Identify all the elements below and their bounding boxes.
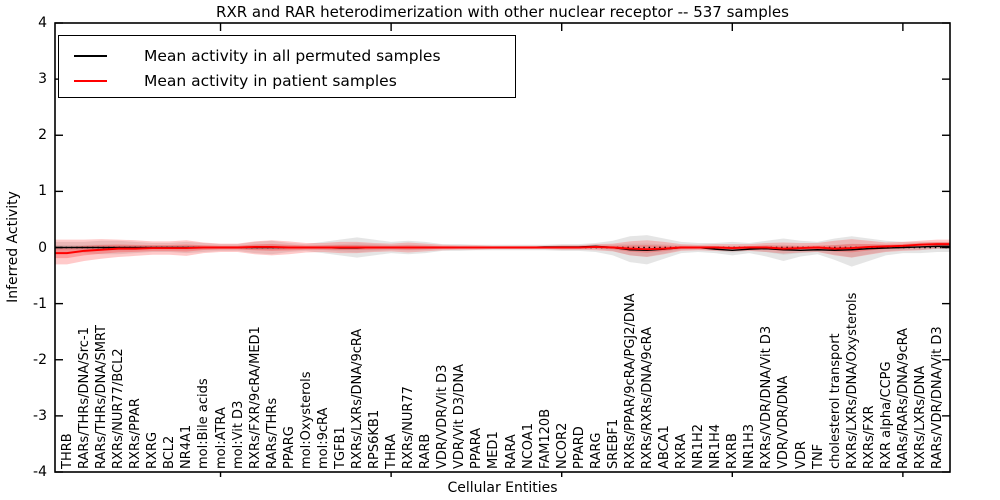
- x-category-label: RARs/VDR/DNA/Vit D3: [930, 326, 945, 469]
- x-category-label: RXRs/NUR77/BCL2: [111, 348, 127, 469]
- patient-mean-line: [55, 243, 950, 255]
- permuted-line-swatch-icon: [74, 54, 107, 57]
- y-tick-label: 4: [38, 15, 47, 31]
- legend-label: Mean activity in all permuted samples: [144, 46, 441, 65]
- legend-item-patient: Mean activity in patient samples: [59, 68, 515, 93]
- legend-item-permuted: Mean activity in all permuted samples: [59, 43, 515, 68]
- x-category-label: VDR/Vit D3/DNA: [452, 363, 468, 469]
- x-category-label: RXRB: [725, 433, 741, 469]
- x-category-label: NR1H2: [691, 423, 707, 469]
- patient-band-inner: [55, 242, 950, 259]
- x-category-label: mol:Bile acids: [196, 378, 212, 469]
- x-category-label: RXRs/NUR77: [401, 386, 417, 469]
- x-category-label: VDR: [793, 441, 809, 469]
- x-category-label: THRA: [384, 433, 400, 469]
- x-category-label: NR4A1: [179, 424, 195, 469]
- x-category-label: RARs/THRs/DNA/Src-1: [77, 327, 93, 469]
- x-category-label: RARB: [418, 433, 434, 469]
- x-category-label: FAM120B: [537, 408, 553, 469]
- legend-label: Mean activity in patient samples: [144, 71, 397, 90]
- x-category-label: RXRs/FXR: [861, 405, 877, 469]
- x-category-label: ABCA1: [657, 425, 673, 469]
- x-category-label: NCOR2: [554, 422, 570, 469]
- x-category-label: mol:Oxysterols: [298, 371, 314, 470]
- x-category-label: PPARD: [571, 426, 587, 469]
- x-category-label: RARG: [588, 432, 604, 469]
- x-category-label: RXRA: [674, 433, 690, 469]
- x-category-label: RXRs/LXRs/DNA/Oxysterols: [844, 292, 860, 469]
- x-category-label: NCOA1: [520, 423, 536, 469]
- x-category-label: RXRs/LXRs/DNA/9cRA: [350, 328, 365, 469]
- x-category-label: RXRs/PPAR/9cRA/PGJ2/DNA: [622, 293, 638, 470]
- patient-band-outer: [55, 239, 950, 265]
- y-tick-label: -1: [33, 295, 47, 312]
- x-category-label: TNF: [810, 443, 826, 469]
- x-category-label: THRB: [60, 433, 75, 469]
- x-category-label: cholesterol transport: [827, 333, 843, 469]
- x-category-label: BCL2: [162, 435, 178, 469]
- x-category-label: NR1H3: [742, 423, 758, 469]
- x-category-label: VDR/VDR/DNA: [776, 375, 792, 469]
- x-category-label: MED1: [486, 431, 502, 469]
- x-category-label: VDR/VDR/Vit D3: [435, 364, 451, 469]
- y-tick-label: 1: [38, 183, 47, 200]
- x-category-label: RXRs/VDR/DNA/Vit D3: [759, 325, 775, 469]
- x-category-label: RXRs/RXRs/DNA/9cRA: [640, 326, 655, 469]
- x-category-label: PPARA: [469, 427, 485, 469]
- x-category-label: RXRs/PPAR: [128, 398, 144, 469]
- y-tick-label: 3: [38, 71, 47, 88]
- x-category-label: RXRs/FXR/9cRA/MED1: [247, 326, 263, 469]
- y-tick-label: -4: [33, 464, 47, 480]
- legend: Mean activity in all permuted samples Me…: [58, 35, 516, 98]
- y-tick-label: 0: [38, 239, 47, 256]
- x-category-label: RXRs/LXRs/DNA: [912, 365, 928, 469]
- x-axis-label: Cellular Entities: [447, 480, 558, 496]
- x-category-label: NR1H4: [708, 423, 724, 469]
- chart-title: RXR and RAR heterodimerization with othe…: [216, 3, 789, 21]
- x-category-label: RXRG: [145, 431, 161, 469]
- x-category-label: mol:9cRA: [315, 407, 331, 469]
- x-category-label: mol:Vit D3: [230, 400, 246, 469]
- x-category-label: SREBF1: [605, 418, 621, 469]
- x-category-label: TGFB1: [332, 426, 348, 469]
- x-category-label: mol:ATRA: [213, 407, 229, 469]
- x-category-label: PPARG: [281, 426, 297, 469]
- x-category-label: RXR alpha/CCPG: [878, 361, 894, 469]
- x-category-label: RARs/THRs: [264, 397, 280, 469]
- x-category-label: RARs/THRs/DNA/SMRT: [94, 325, 110, 469]
- y-tick-label: -3: [33, 407, 47, 424]
- permuted-band-outer: [55, 235, 950, 267]
- y-tick-label: -2: [33, 351, 47, 368]
- x-category-label: RARs/RARs/DNA/9cRA: [895, 328, 911, 469]
- x-category-label: RARA: [503, 434, 519, 469]
- y-tick-label: 2: [38, 127, 47, 144]
- patient-line-swatch-icon: [74, 79, 107, 82]
- x-category-label: RPS6KB1: [367, 409, 383, 469]
